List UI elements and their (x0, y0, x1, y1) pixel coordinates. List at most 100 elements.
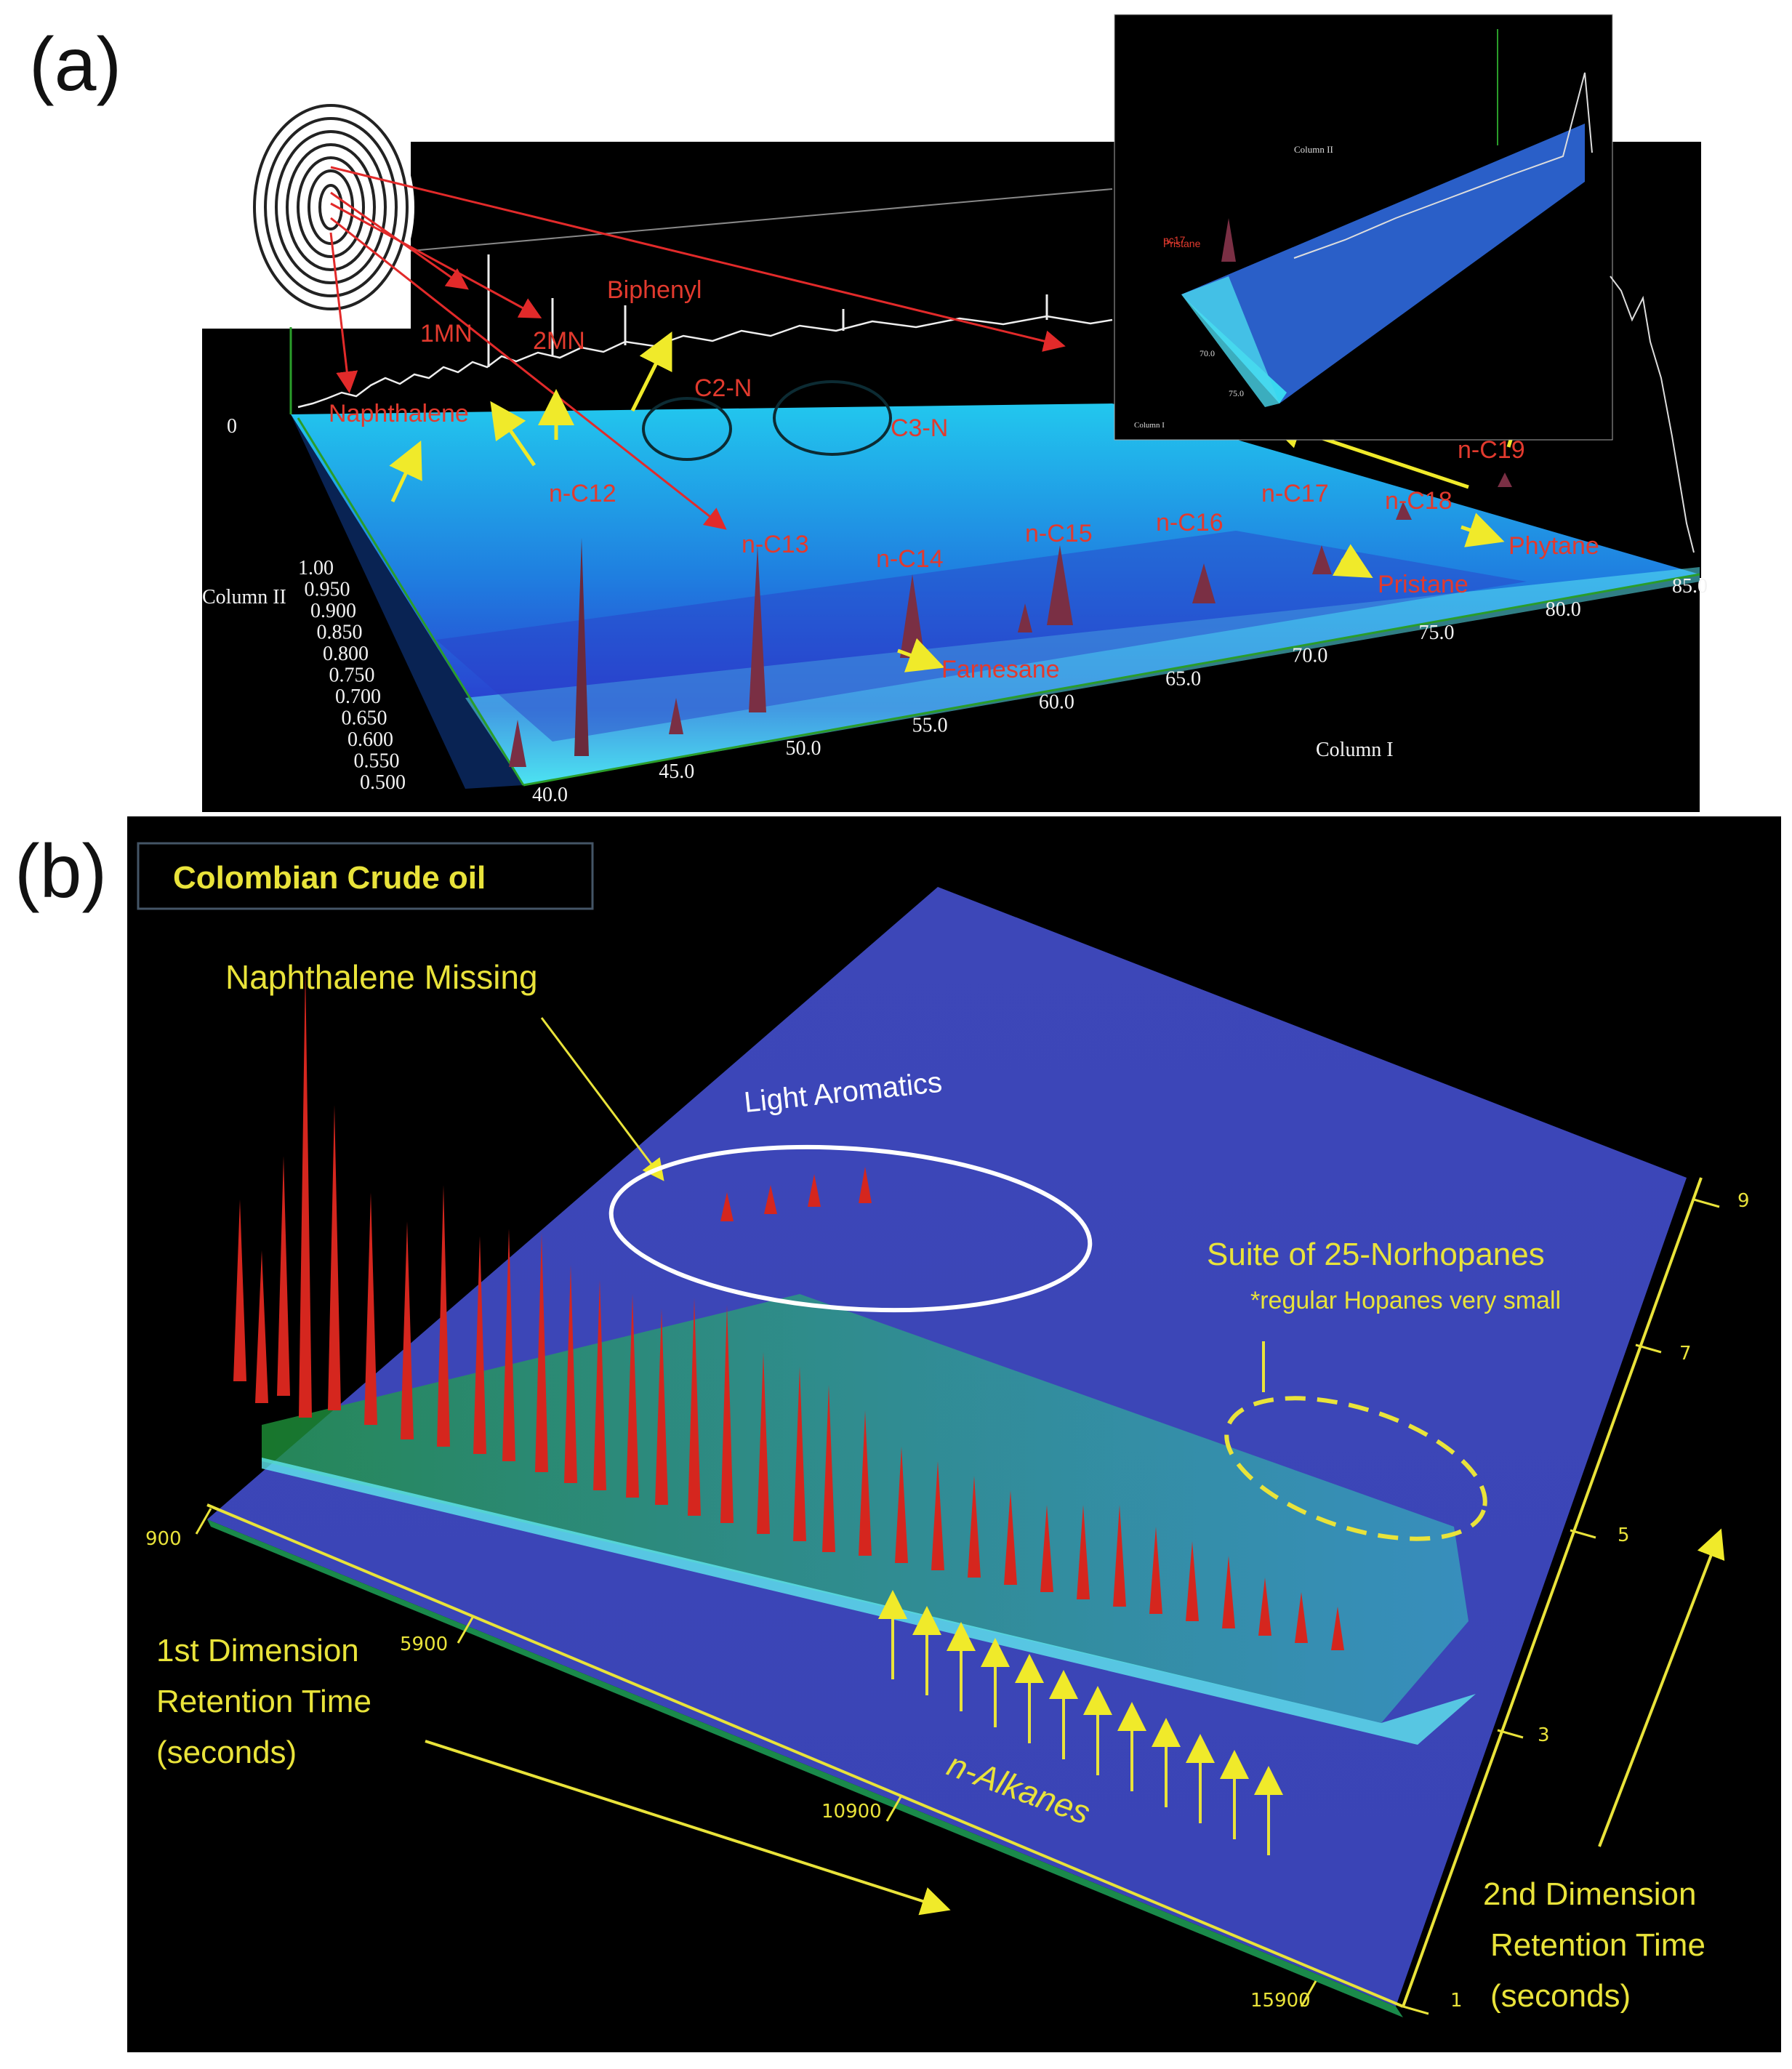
peak (764, 1185, 777, 1214)
x-tick-label: 900 (145, 1528, 182, 1550)
norhopanes-ellipse (1224, 1396, 1487, 1541)
peak (1040, 1505, 1053, 1592)
peak (473, 1236, 486, 1454)
y-tick-label: 5 (1618, 1524, 1630, 1546)
annotation-norhopanes: Suite of 25-Norhopanes (1207, 1237, 1545, 1272)
column-2-tick: 0.800 (323, 643, 369, 665)
light-aromatics-ellipse (608, 1144, 1093, 1313)
x-tick-label: 10900 (821, 1801, 882, 1823)
compound-label: n-C14 (876, 545, 944, 573)
peak (535, 1232, 548, 1472)
panel-a-bg-right (1607, 142, 1701, 578)
peak (720, 1192, 734, 1221)
annotation-norhopanes-note: *regular Hopanes very small (1250, 1287, 1561, 1314)
c3n-ellipse (773, 380, 892, 456)
x-axis-arrow (425, 1740, 951, 1916)
peak (931, 1461, 944, 1570)
panel-b: Colombian Crude oil Naphthalene Missing … (127, 816, 1781, 2052)
peak (255, 1250, 268, 1403)
annotation-naphthalene: Naphthalene Missing (225, 958, 538, 996)
column-1-tick: 70.0 (1292, 645, 1327, 667)
peak (793, 1367, 806, 1541)
compound-label: n-C13 (742, 531, 809, 558)
column-2-tick: 1.00 (298, 557, 334, 579)
peak (277, 1156, 290, 1396)
compound-label: n-C19 (1458, 436, 1525, 464)
y-tick-mark (1635, 1343, 1662, 1354)
inset-axis-2: Column II (1294, 144, 1333, 155)
column-1-tick: 85.0 (1672, 575, 1708, 598)
y-tick-label: 7 (1679, 1343, 1692, 1365)
y-axis-label-line2: Retention Time (1490, 1927, 1705, 1963)
compound-label: n-C16 (1156, 509, 1224, 537)
column-1-tick: 65.0 (1165, 668, 1201, 691)
x-tick-mark (457, 1617, 474, 1644)
peak (593, 1279, 606, 1490)
compound-label: n-C17 (1261, 480, 1329, 507)
column-1-tick: 75.0 (1419, 622, 1455, 644)
peak (822, 1385, 835, 1552)
peak (720, 1305, 734, 1523)
column-2-tick: 0.650 (342, 707, 387, 730)
y-tick-mark (1570, 1529, 1596, 1539)
column-2-tick: 0.750 (329, 664, 375, 687)
peak (757, 1352, 770, 1534)
panel-a-trace (297, 315, 1113, 409)
peak (688, 1298, 701, 1516)
inset-axis-1: Column I (1134, 421, 1165, 430)
panel-a-trace-peaks (487, 254, 1048, 367)
panel-b-label: (b) (15, 829, 108, 914)
x-tick-label: 15900 (1250, 1990, 1311, 2012)
x-tick-mark (195, 1508, 212, 1535)
axis-column-1: Column I (1316, 739, 1394, 761)
peak (364, 1192, 377, 1425)
compound-label: 1MN (420, 320, 473, 347)
compound-label: Naphthalene (329, 400, 469, 427)
peak (626, 1294, 639, 1498)
x-tick-mark (885, 1795, 903, 1822)
inset-label-3: 70.0 (1200, 348, 1215, 358)
peak (1258, 1578, 1271, 1636)
panel-b-title: Colombian Crude oil (173, 860, 486, 896)
x-axis-line (206, 1503, 1404, 2008)
peak (437, 1185, 450, 1447)
naphthalene-arrow (540, 1017, 664, 1181)
peak (859, 1167, 872, 1203)
panel-a-peaks (509, 473, 1512, 767)
panel-a: nc17 Pristane Column II Column I 75.0 70… (202, 14, 1708, 812)
column-1-tick: 50.0 (785, 737, 821, 760)
peak (299, 967, 312, 1418)
column-2-tick: 0.500 (360, 771, 406, 794)
y-axis-arrow (1598, 1528, 1725, 1847)
peak (808, 1174, 821, 1207)
column-1-tick: 80.0 (1546, 598, 1581, 621)
peak (1077, 1505, 1090, 1599)
y-tick-mark (1402, 2005, 1429, 2015)
column-1-tick: 45.0 (659, 760, 694, 783)
peak (895, 1447, 908, 1563)
y-tick-label: 3 (1538, 1724, 1550, 1746)
y-axis-label-line3: (seconds) (1490, 1978, 1631, 2014)
column-2-tick: 0.950 (305, 579, 350, 601)
compound-label: Phytane (1508, 532, 1599, 560)
zero-label: 0 (227, 415, 237, 438)
red-peaks (233, 967, 1344, 1650)
y-tick-label: 1 (1450, 1990, 1463, 2012)
peak (401, 1221, 414, 1439)
compound-label: C3-N (891, 414, 948, 442)
y-axis-label-line1: 2nd Dimension (1483, 1876, 1697, 1912)
column-1-tick: 60.0 (1039, 691, 1074, 713)
compound-label: n-C15 (1025, 520, 1093, 547)
x-axis-label-line1: 1st Dimension (156, 1633, 359, 1668)
c2n-ellipse (642, 397, 732, 461)
y-tick-mark (1693, 1198, 1720, 1208)
column-1-tick: 55.0 (912, 714, 948, 736)
compound-label: n-C18 (1385, 487, 1453, 515)
column-1-ticks: 40.0 45.0 50.0 55.0 60.0 65.0 70.0 75.0 80.0 85.0 (532, 575, 1708, 806)
peak (1295, 1592, 1308, 1643)
y-tick-label: 9 (1737, 1190, 1750, 1212)
x-axis-label-line2: Retention Time (156, 1684, 371, 1719)
column-2-tick: 0.850 (317, 622, 363, 644)
peak (328, 1105, 341, 1410)
